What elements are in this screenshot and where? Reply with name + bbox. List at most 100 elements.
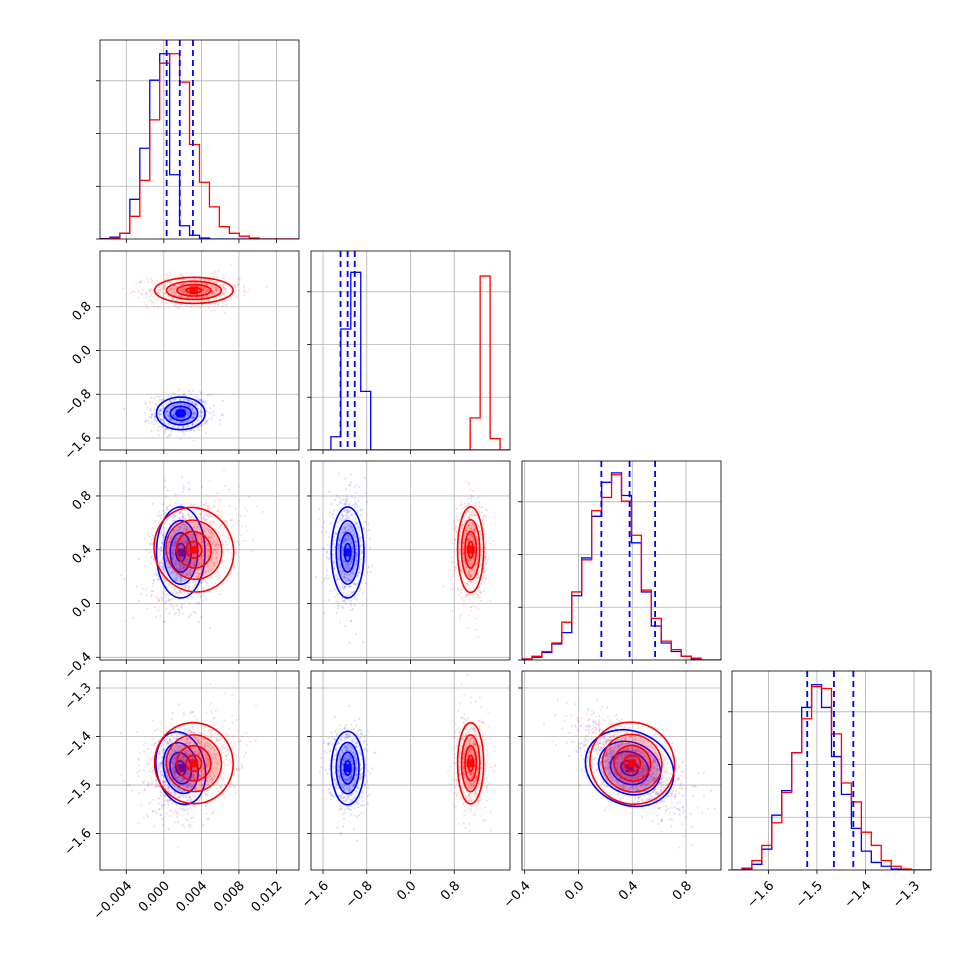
sample-point <box>261 510 264 514</box>
sample-point <box>470 513 473 516</box>
sample-point <box>193 538 196 541</box>
sample-point <box>345 508 348 511</box>
sample-point <box>156 514 160 518</box>
scatter-panel-3-0: −0.004 0.000 0.004 0.008 0.012−1.6−1.5−1.4−1… <box>62 670 300 923</box>
sample-point <box>189 428 192 431</box>
sample-point <box>202 764 205 767</box>
sample-point <box>340 520 343 523</box>
scatter-panel-1-0: −1.6−0.80.00.8 <box>62 250 300 463</box>
sample-point <box>171 740 174 743</box>
sample-point <box>186 398 189 401</box>
sample-point <box>203 729 206 732</box>
sample-point <box>333 567 336 571</box>
sample-point <box>169 603 172 606</box>
sample-point <box>142 781 145 784</box>
sample-point <box>191 537 194 540</box>
sample-point <box>187 586 190 589</box>
sample-point <box>226 536 230 540</box>
sample-point <box>477 572 480 575</box>
sample-point <box>188 773 191 776</box>
sample-point <box>174 299 177 302</box>
sample-point <box>184 749 187 752</box>
sample-point <box>477 548 480 551</box>
sample-point <box>334 532 337 535</box>
sample-point <box>222 286 225 289</box>
sample-point <box>160 410 163 413</box>
sample-point <box>173 762 176 765</box>
sample-point <box>179 590 182 593</box>
sample-point <box>343 538 346 541</box>
sample-point <box>171 550 174 553</box>
sample-point <box>345 538 348 541</box>
sample-point <box>174 728 177 731</box>
sample-point <box>173 560 176 563</box>
sample-point <box>467 570 470 573</box>
sample-point <box>187 405 191 408</box>
sample-point <box>355 522 358 525</box>
sample-point <box>162 503 165 506</box>
sample-point <box>238 740 241 743</box>
sample-point <box>204 291 207 294</box>
sample-point <box>244 515 247 518</box>
sample-point <box>184 398 187 401</box>
sample-point <box>186 738 189 741</box>
sample-point <box>179 407 182 410</box>
sample-point <box>223 521 226 524</box>
sample-point <box>165 787 168 790</box>
sample-point <box>210 530 213 533</box>
sample-point <box>181 755 184 758</box>
sample-point <box>163 739 166 742</box>
sample-point <box>154 729 157 732</box>
sample-point <box>244 290 248 293</box>
sample-point <box>194 752 197 756</box>
sample-point <box>176 528 179 532</box>
sample-point <box>198 560 201 563</box>
sample-point <box>355 554 358 558</box>
sample-point <box>224 287 227 290</box>
sample-point <box>341 572 344 576</box>
sample-point <box>161 576 164 579</box>
sample-point <box>179 569 182 572</box>
sample-point <box>190 720 194 723</box>
sample-point <box>215 787 218 790</box>
sample-point <box>186 784 189 787</box>
sample-point <box>174 563 178 566</box>
sample-point <box>180 407 184 410</box>
sample-point <box>199 408 202 411</box>
sample-point <box>462 542 465 545</box>
sample-point <box>340 529 343 532</box>
sample-point <box>474 527 477 531</box>
sample-point <box>197 561 200 564</box>
sample-point <box>193 411 196 414</box>
sample-point <box>186 410 189 413</box>
sample-point <box>159 515 162 518</box>
sample-point <box>207 548 210 551</box>
sample-point <box>178 512 181 515</box>
sample-point <box>167 415 170 418</box>
sample-point <box>150 593 153 597</box>
sample-point <box>343 585 346 588</box>
sample-point <box>170 760 173 763</box>
sample-point <box>154 415 157 418</box>
sample-point <box>480 563 483 566</box>
sample-point <box>337 602 340 605</box>
sample-point <box>171 534 174 537</box>
sample-point <box>200 398 203 401</box>
sample-point <box>166 410 170 413</box>
sample-point <box>476 576 479 579</box>
sample-point <box>330 502 333 506</box>
sample-point <box>201 552 204 555</box>
sample-point <box>170 791 173 794</box>
sample-point <box>185 572 188 575</box>
sample-point <box>204 566 207 569</box>
sample-point <box>171 792 174 795</box>
sample-point <box>174 579 177 582</box>
sample-point <box>344 538 347 541</box>
sample-point <box>173 414 176 417</box>
sample-point <box>453 538 456 542</box>
sample-point <box>187 547 190 551</box>
sample-point <box>180 556 183 559</box>
sample-point <box>173 544 176 548</box>
sample-point <box>204 420 207 423</box>
sample-point <box>199 538 202 541</box>
